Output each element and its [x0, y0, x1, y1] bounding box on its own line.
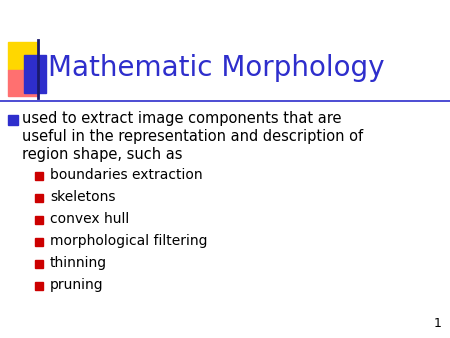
Text: boundaries extraction: boundaries extraction	[50, 168, 202, 182]
Bar	[8, 42, 38, 70]
Bar	[8, 70, 38, 96]
Text: morphological filtering: morphological filtering	[50, 234, 207, 248]
Text: Mathematic Morphology: Mathematic Morphology	[48, 54, 384, 82]
Text: useful in the representation and description of: useful in the representation and descrip…	[22, 129, 363, 145]
Text: pruning: pruning	[50, 278, 104, 292]
Bar	[35, 282, 43, 290]
Bar	[35, 238, 43, 246]
Text: convex hull: convex hull	[50, 212, 129, 226]
Text: used to extract image components that are: used to extract image components that ar…	[22, 112, 342, 126]
Bar	[8, 115, 18, 125]
Text: thinning: thinning	[50, 256, 107, 270]
Bar	[35, 172, 43, 180]
Bar	[35, 194, 43, 202]
Text: 1: 1	[434, 317, 442, 330]
Bar	[35, 260, 43, 268]
Bar	[24, 55, 46, 93]
Text: skeletons: skeletons	[50, 190, 116, 204]
Bar	[35, 216, 43, 224]
Text: region shape, such as: region shape, such as	[22, 147, 183, 163]
